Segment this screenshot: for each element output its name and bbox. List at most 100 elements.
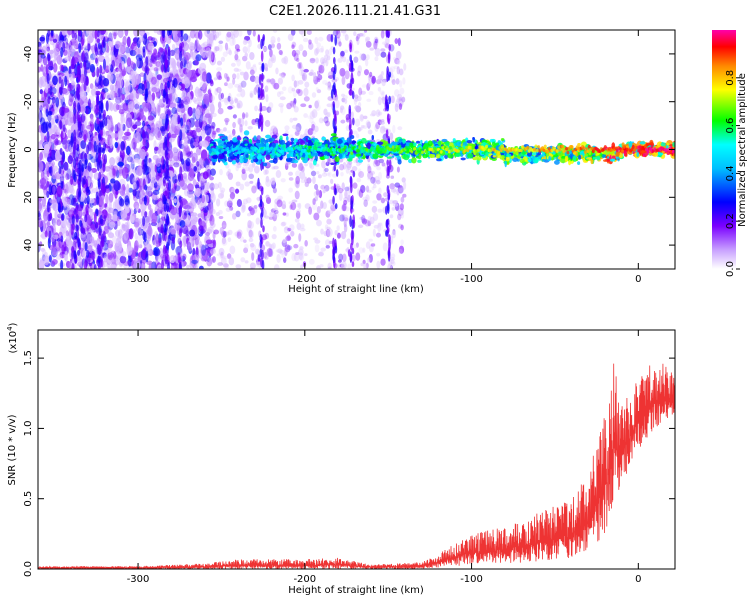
spectrogram-cell [237, 117, 242, 125]
spectrogram-cell [102, 147, 106, 154]
spectrogram-cell [93, 140, 97, 153]
spectrogram-cell [120, 209, 126, 219]
spectrogram-cell [349, 117, 352, 130]
spectrogram-cell [225, 119, 229, 126]
spectrogram-cell [340, 171, 344, 177]
spectrogram-cell [109, 156, 116, 167]
spectrogram-cell [180, 30, 184, 37]
spectrogram-cell [73, 250, 77, 260]
spectrogram-cell [55, 140, 62, 145]
spectrogram-cell [337, 187, 344, 194]
spectrogram-cell [156, 74, 162, 80]
spectrogram-cell [370, 243, 376, 247]
spectrogram-cell [298, 62, 303, 70]
spectrogram-cell [287, 33, 294, 41]
spectrogram-cell [257, 86, 261, 99]
spectrogram-cell [117, 220, 121, 227]
spectrogram-cell [126, 36, 131, 48]
spectrogram-cell [59, 31, 63, 41]
spectrogram-cell [257, 34, 261, 43]
spectrogram-cell [72, 223, 76, 231]
spectrogram-cell [352, 117, 355, 126]
spectrogram-cell [202, 46, 210, 52]
spectrogram-cell [45, 121, 49, 132]
spectrogram-cell [39, 241, 43, 247]
spectrogram-cell [77, 153, 84, 160]
spectrogram-cell [177, 114, 181, 125]
spectrogram-cell [357, 70, 361, 77]
spectrogram-cell [50, 120, 56, 133]
spectrogram-cell [114, 124, 119, 134]
spectrogram-cell [239, 123, 243, 133]
spectrogram-cell [219, 187, 226, 193]
spectrogram-cell [358, 171, 365, 178]
spectrogram-cell [289, 117, 294, 123]
spectrogram-cell [74, 231, 78, 240]
spectrogram-cell [132, 141, 136, 151]
spectrogram-cell [276, 253, 281, 263]
spectrogram-cell [376, 252, 381, 257]
spectrogram-cell [218, 128, 224, 134]
spectrogram-cell [236, 58, 241, 67]
spectrogram-cell [352, 182, 358, 189]
spectrogram-cell [137, 88, 143, 95]
spectrogram-cell [299, 246, 304, 251]
spectrogram-cell [322, 190, 326, 194]
spectrogram-cell [128, 92, 134, 102]
spectrogram-cell [101, 209, 108, 219]
spectrogram-cell [326, 103, 333, 108]
spectrogram-cell [179, 151, 183, 163]
spectrogram-cell [185, 121, 192, 131]
spectrogram-cell [363, 69, 369, 76]
spectrogram-cell [95, 107, 99, 115]
spectrogram-cell [303, 87, 309, 97]
spectrogram-cell [349, 83, 353, 91]
spectrogram-cell [236, 199, 243, 208]
spectrogram-cell [74, 63, 78, 76]
spectrogram-cell [152, 239, 159, 246]
spectrogram-cell [209, 80, 214, 87]
spectrogram-cell [223, 127, 227, 132]
spectrogram-cell [72, 149, 76, 159]
spectrogram-cell [58, 166, 62, 175]
spectrogram-cell [89, 83, 94, 90]
spectrogram-cell [52, 202, 59, 212]
spectrogram-cell [368, 238, 373, 242]
spectrogram-cell [161, 64, 165, 73]
spectrogram-cell [236, 48, 241, 52]
spectrogram-cell [147, 203, 152, 211]
spectrogram-cell [352, 130, 358, 135]
spectrogram-cell [151, 162, 156, 173]
spectrogram-cell [100, 238, 104, 248]
spectrogram-cell [344, 49, 349, 54]
spectrogram-cell [142, 120, 146, 127]
spectrogram-cell [40, 53, 46, 59]
spectrogram-cell [100, 93, 104, 103]
spectrogram-cell [124, 131, 132, 137]
spectrogram-cell [264, 256, 269, 260]
spectrogram-cell [213, 229, 220, 235]
spectrogram-cell [351, 90, 355, 100]
spectrogram-cell [100, 258, 104, 268]
spectrogram-cell [84, 152, 88, 160]
spectrogram-cell [385, 129, 389, 139]
spectrogram-cell [311, 92, 317, 98]
spectrogram-cell [266, 78, 272, 83]
spectrogram-cell [147, 42, 155, 51]
spectrogram-cell [46, 220, 51, 227]
spectrogram-cell [161, 155, 165, 166]
spectrogram-cell [194, 108, 201, 120]
spectrogram-cell [84, 259, 88, 269]
spectrogram-cell [323, 108, 328, 116]
spectrogram-cell [51, 96, 56, 104]
spectrogram-cell [396, 66, 400, 75]
spectrogram-cell [117, 30, 124, 39]
spectrogram-cell [111, 59, 116, 69]
spectrogram-cell [93, 240, 98, 248]
spectrogram-cell [243, 239, 247, 243]
spectrogram-cell [120, 190, 126, 196]
spectrogram-cell [193, 165, 198, 172]
spectrogram-cell [38, 201, 43, 213]
spectrogram-cell [338, 192, 343, 201]
spectrogram-cell [156, 208, 161, 215]
